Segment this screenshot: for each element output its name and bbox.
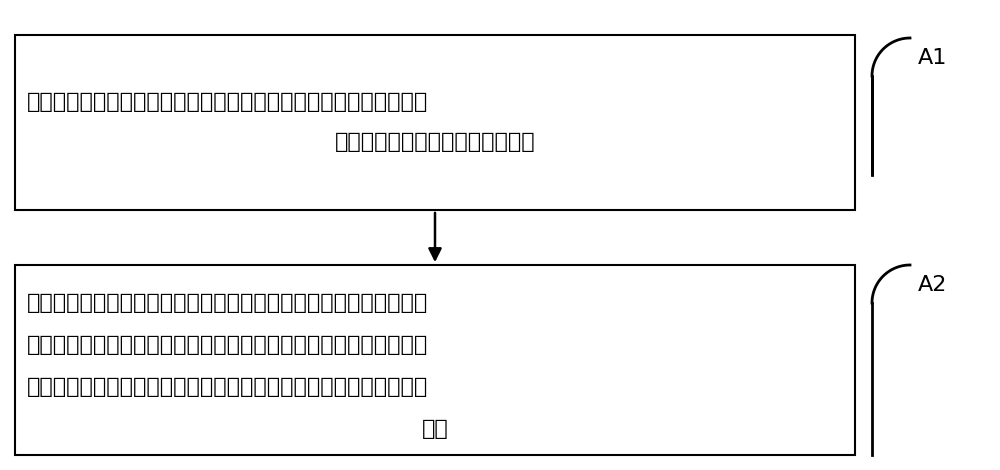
Bar [15, 265, 855, 455]
Text: 常。: 常。 [422, 419, 448, 439]
Text: 成第二检测指令以控制充电电池的充电电路或放电电路开启或关闭，: 成第二检测指令以控制充电电池的充电电路或放电电路开启或关闭， [27, 335, 428, 355]
Text: A2: A2 [918, 275, 947, 295]
Text: 获取充电电池的充电电路或放电电路的状态，以判断充电电池是否正: 获取充电电池的充电电路或放电电路的状态，以判断充电电池是否正 [27, 377, 428, 397]
Bar [15, 35, 855, 210]
Text: 生成第一检测指令以控制接入仓位对应的充电装置开启或关闭，并生: 生成第一检测指令以控制接入仓位对应的充电装置开启或关闭，并生 [27, 293, 428, 313]
Text: 在检测到有充电电池接入换电柜时，获取与充电电池对应的接入仓位: 在检测到有充电电池接入换电柜时，获取与充电电池对应的接入仓位 [27, 93, 428, 112]
Text: A1: A1 [918, 48, 947, 68]
Text: ，并控制接入仓位进入检测模式；: ，并控制接入仓位进入检测模式； [335, 133, 535, 152]
